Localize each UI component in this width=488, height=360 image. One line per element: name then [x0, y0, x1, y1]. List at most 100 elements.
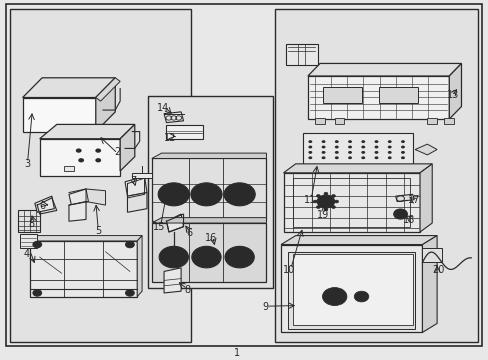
Polygon shape [152, 153, 266, 158]
Text: 3: 3 [24, 159, 31, 169]
Polygon shape [20, 234, 37, 248]
Circle shape [321, 198, 330, 205]
Circle shape [347, 156, 351, 159]
Text: 6: 6 [186, 228, 193, 238]
Circle shape [400, 140, 404, 143]
Circle shape [321, 140, 325, 143]
Polygon shape [18, 211, 40, 232]
Circle shape [324, 192, 327, 195]
Text: 1: 1 [234, 348, 240, 358]
Circle shape [374, 140, 378, 143]
Text: 2: 2 [114, 147, 121, 157]
Text: 8: 8 [29, 219, 35, 229]
Bar [152, 158, 266, 221]
Circle shape [224, 246, 254, 268]
Polygon shape [283, 164, 431, 173]
Circle shape [374, 151, 378, 154]
Circle shape [347, 145, 351, 148]
Circle shape [95, 148, 101, 153]
Polygon shape [22, 78, 115, 98]
Bar [322, 87, 361, 103]
Circle shape [308, 145, 312, 148]
Text: 6: 6 [39, 201, 45, 211]
Circle shape [308, 140, 312, 143]
Circle shape [33, 290, 41, 296]
Polygon shape [422, 235, 436, 332]
Circle shape [334, 156, 338, 159]
Circle shape [224, 183, 255, 206]
Circle shape [400, 145, 404, 148]
Polygon shape [283, 173, 419, 232]
Text: 12: 12 [164, 133, 176, 143]
Circle shape [387, 145, 391, 148]
Polygon shape [120, 125, 135, 171]
Circle shape [387, 156, 391, 159]
Polygon shape [448, 63, 461, 119]
Circle shape [324, 208, 327, 211]
Polygon shape [281, 244, 422, 332]
Circle shape [334, 200, 338, 203]
Circle shape [347, 140, 351, 143]
Circle shape [347, 151, 351, 154]
Text: 8: 8 [184, 285, 190, 296]
Text: 19: 19 [317, 210, 329, 220]
Polygon shape [125, 176, 147, 196]
Circle shape [321, 145, 325, 148]
Bar [288, 252, 414, 329]
Circle shape [125, 290, 134, 296]
Circle shape [317, 195, 334, 208]
Circle shape [400, 151, 404, 154]
Circle shape [353, 291, 368, 302]
Text: 10: 10 [283, 265, 295, 275]
Circle shape [313, 200, 317, 203]
Circle shape [331, 206, 335, 208]
Text: 17: 17 [407, 195, 420, 206]
Circle shape [334, 140, 338, 143]
Text: 13: 13 [446, 90, 458, 100]
Bar [334, 118, 344, 125]
Circle shape [159, 246, 188, 268]
Circle shape [316, 194, 320, 197]
Bar [148, 96, 272, 288]
Text: 15: 15 [152, 222, 164, 232]
Circle shape [361, 151, 365, 154]
Polygon shape [163, 268, 181, 293]
Circle shape [78, 158, 84, 162]
Circle shape [387, 151, 391, 154]
Circle shape [33, 241, 41, 248]
Text: 4: 4 [24, 248, 30, 258]
Polygon shape [69, 202, 86, 221]
Bar [378, 87, 417, 103]
Bar [64, 166, 74, 171]
Bar [315, 118, 325, 125]
Bar [303, 133, 412, 164]
Bar [275, 9, 477, 342]
Circle shape [361, 145, 365, 148]
Circle shape [308, 156, 312, 159]
Circle shape [198, 251, 214, 263]
Text: 18: 18 [403, 215, 415, 225]
Circle shape [400, 156, 404, 159]
Circle shape [361, 156, 365, 159]
Circle shape [125, 241, 134, 248]
Circle shape [308, 151, 312, 154]
Polygon shape [152, 218, 266, 223]
Text: 20: 20 [431, 265, 444, 275]
Circle shape [230, 188, 248, 201]
Circle shape [197, 188, 215, 201]
Circle shape [396, 212, 403, 217]
Text: 16: 16 [205, 233, 217, 243]
Polygon shape [22, 98, 96, 132]
Polygon shape [35, 196, 54, 212]
Circle shape [321, 156, 325, 159]
Circle shape [334, 145, 338, 148]
Bar [427, 118, 436, 125]
Bar [293, 253, 412, 325]
Text: 14: 14 [156, 103, 168, 113]
Circle shape [322, 288, 346, 306]
Polygon shape [281, 235, 436, 244]
Polygon shape [30, 241, 137, 297]
Circle shape [95, 158, 101, 162]
Text: 11: 11 [304, 195, 316, 206]
Bar [166, 125, 203, 139]
